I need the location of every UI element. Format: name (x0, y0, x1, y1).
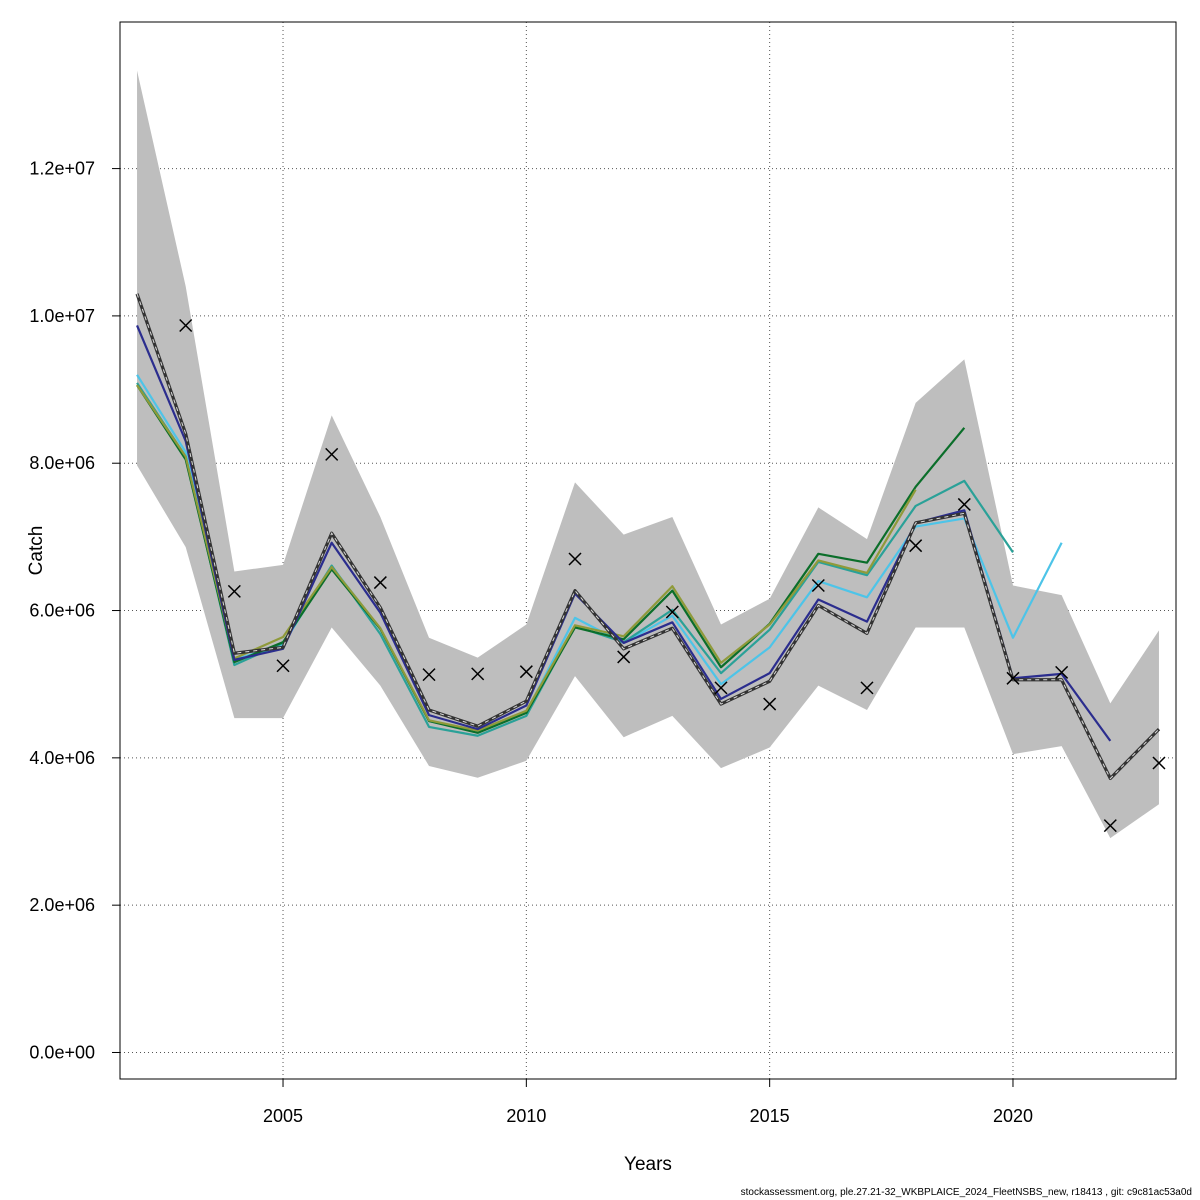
footer-source-text: stockassessment.org, ple.27.21-32_WKBPLA… (740, 1187, 1192, 1198)
observed-point (665, 605, 679, 619)
y-tick-label: 6.0e+06 (29, 601, 95, 621)
observed-point (1006, 671, 1020, 685)
observed-point (957, 497, 971, 511)
observed-point (1103, 819, 1117, 833)
confidence-band (137, 70, 1159, 839)
y-tick-label: 0.0e+00 (29, 1042, 95, 1062)
y-tick-label: 4.0e+06 (29, 748, 95, 768)
x-tick-label: 2020 (993, 1106, 1033, 1126)
x-tick-label: 2015 (750, 1106, 790, 1126)
observed-point (519, 665, 533, 679)
confidence-band-area (137, 70, 1159, 839)
y-axis-title: Catch (26, 526, 47, 576)
y-tick-label: 1.0e+07 (29, 306, 95, 326)
observed-point (909, 539, 923, 553)
x-axis-title: Years (624, 1154, 672, 1175)
x-tick-label: 2005 (263, 1106, 303, 1126)
y-tick-label: 1.2e+07 (29, 159, 95, 179)
observed-point (1055, 665, 1069, 679)
observed-point (860, 681, 874, 695)
series-line-4 (136, 384, 917, 732)
grid-lines (120, 22, 1176, 1079)
y-tick-label: 2.0e+06 (29, 895, 95, 915)
observed-point (276, 659, 290, 673)
observed-point (811, 578, 825, 593)
observed-point (714, 681, 728, 695)
observed-point (568, 552, 582, 566)
observed-point (617, 650, 631, 664)
observed-point (325, 447, 339, 461)
observed-point (373, 576, 387, 590)
main-estimate-dash (136, 293, 1160, 780)
observed-point (471, 667, 485, 681)
observed-point (422, 668, 436, 682)
axes: 2005 2010 2015 2020 0.0e+00 2.0e+06 4.0e+06 6.0… (29, 159, 1033, 1126)
plot-frame (119, 21, 1177, 1080)
observed-point (1152, 756, 1166, 770)
observed-catch-points (179, 318, 1166, 833)
observed-point (763, 697, 777, 711)
observed-point (227, 584, 241, 598)
main-estimate (135, 293, 1161, 781)
x-tick-label: 2010 (506, 1106, 546, 1126)
observed-point (179, 318, 193, 333)
series-line-5 (136, 325, 1112, 742)
y-tick-label: 8.0e+06 (29, 453, 95, 473)
